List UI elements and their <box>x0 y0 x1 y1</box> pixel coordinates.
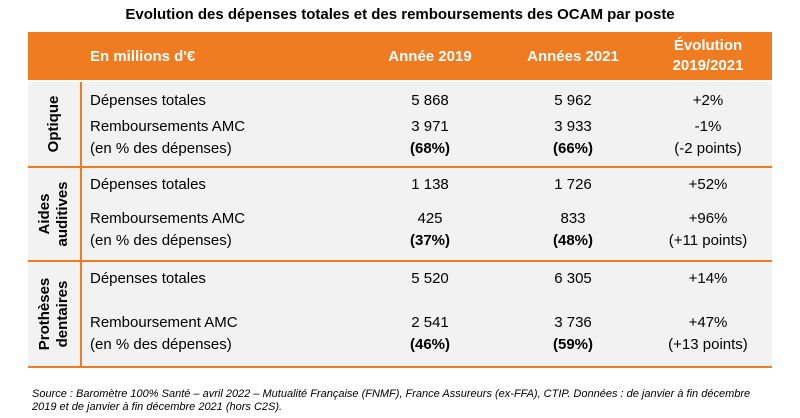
group-label-line2: dentaires <box>54 280 71 348</box>
cell-evolution: +2% <box>692 92 724 109</box>
group-aides-auditives: Aides auditives Dépenses totales 1 138 1… <box>28 168 772 262</box>
cell-2021: 1 726 <box>554 176 592 193</box>
group-label: Aides auditives <box>36 181 72 246</box>
cell-evolution: +47% <box>688 314 728 331</box>
table-header: En millions d'€ Année 2019 Années 2021 É… <box>28 32 772 80</box>
source-note: Source : Baromètre 100% Santé – avril 20… <box>32 388 751 413</box>
row-label: Remboursements AMC <box>90 118 246 135</box>
group-label-cell: Prothèses dentaires <box>28 262 82 366</box>
cell-evolution: (+13 points) <box>668 336 748 353</box>
cell-2021: 5 962 <box>554 92 592 109</box>
cell-2021: (66%) <box>552 140 593 157</box>
cell-2019: (68%) <box>409 140 450 157</box>
cell-evolution: +14% <box>688 270 728 287</box>
cell-2019: 1 138 <box>411 176 449 193</box>
cell-2019: 2 541 <box>411 314 449 331</box>
cell-evolution: (-2 points) <box>674 140 742 157</box>
group-label-cell: Optique <box>28 82 82 166</box>
data-table: En millions d'€ Année 2019 Années 2021 É… <box>28 32 772 368</box>
group-label-line1: Prothèses <box>36 277 53 351</box>
page-title: Evolution des dépenses totales et des re… <box>125 6 675 23</box>
header-unit: En millions d'€ <box>90 47 196 65</box>
group-label-cell: Aides auditives <box>28 168 82 260</box>
header-year-2021: Années 2021 <box>527 47 619 65</box>
cell-2019: 3 971 <box>411 118 449 135</box>
cell-2021: 3 736 <box>554 314 592 331</box>
row-label: Dépenses totales <box>90 92 206 109</box>
cell-2019: 425 <box>417 210 443 227</box>
header-evolution: Évolution 2019/2021 <box>648 32 768 80</box>
cell-2019: (37%) <box>409 232 450 249</box>
cell-2021: (48%) <box>552 232 593 249</box>
cell-2019: 5 520 <box>411 270 449 287</box>
row-label: (en % des dépenses) <box>90 140 232 157</box>
row-label: (en % des dépenses) <box>90 232 232 249</box>
cell-2021: (59%) <box>552 336 593 353</box>
row-label: Remboursements AMC <box>90 210 246 227</box>
row-label: (en % des dépenses) <box>90 336 232 353</box>
cell-2021: 833 <box>560 210 586 227</box>
group-label-line1: Aides <box>36 193 53 235</box>
header-year-2019: Année 2019 <box>388 47 472 65</box>
header-evolution-line1: Évolution <box>673 37 743 54</box>
group-label-line2: auditives <box>54 181 71 247</box>
group-optique: Optique Dépenses totales 5 868 5 962 +2%… <box>28 82 772 168</box>
row-label: Remboursement AMC <box>90 314 238 331</box>
cell-evolution: -1% <box>694 118 722 135</box>
cell-2021: 6 305 <box>554 270 592 287</box>
group-label: Optique <box>45 95 62 153</box>
row-label: Dépenses totales <box>90 270 206 287</box>
cell-evolution: +96% <box>688 210 728 227</box>
cell-2021: 3 933 <box>554 118 592 135</box>
group-protheses-dentaires: Prothèses dentaires Dépenses totales 5 5… <box>28 262 772 368</box>
cell-2019: 5 868 <box>411 92 449 109</box>
header-evolution-line2: 2019/2021 <box>672 57 744 74</box>
cell-evolution: (+11 points) <box>668 232 748 249</box>
row-label: Dépenses totales <box>90 176 206 193</box>
cell-2019: (46%) <box>409 336 450 353</box>
group-label: Prothèses dentaires <box>36 278 72 351</box>
cell-evolution: +52% <box>688 176 728 193</box>
